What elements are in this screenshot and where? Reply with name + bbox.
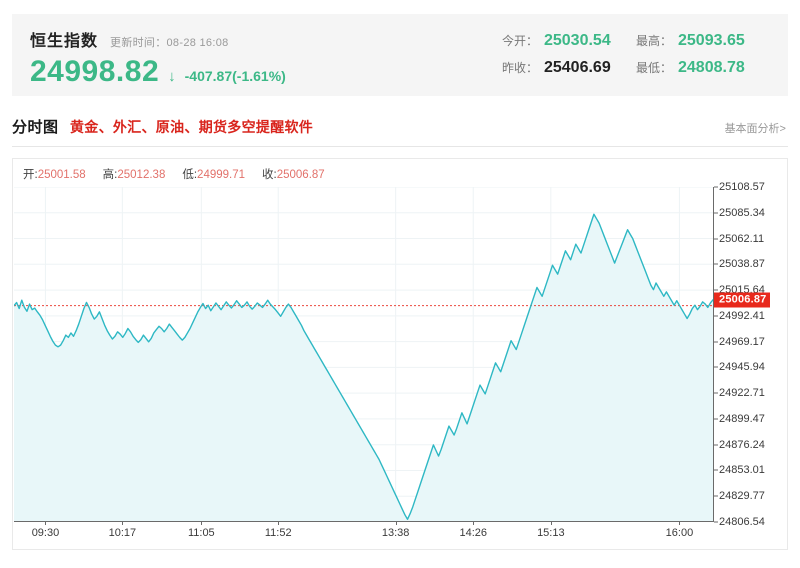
- promo-banner-link[interactable]: 黄金、外汇、原油、期货多空提醒软件: [70, 119, 314, 135]
- y-axis-tick: [714, 315, 718, 317]
- low-value: 24808.78: [678, 59, 745, 76]
- x-axis-line: [14, 521, 714, 522]
- x-axis-tick: [679, 521, 681, 525]
- x-axis-label: 13:38: [381, 527, 410, 539]
- current-price-badge: 25006.87: [714, 292, 771, 308]
- index-name: 恒生指数: [30, 33, 99, 50]
- y-axis-label: 24922.71: [719, 387, 765, 400]
- y-axis-tick: [714, 238, 718, 240]
- open-value: 25030.54: [543, 32, 611, 49]
- y-axis-label: 24945.94: [719, 361, 765, 374]
- quote-stats: 今开： 25030.54 最高： 25093.65 昨收： 25406.69 最…: [502, 32, 764, 86]
- y-axis-tick: [714, 444, 718, 446]
- x-axis-labels: 09:30 10:17 11:05 11:52 13:38 14:26 15:13 16:00: [13, 521, 715, 547]
- y-axis-tick: [714, 289, 718, 291]
- x-axis-label: 11:05: [187, 527, 215, 539]
- y-axis-label: 24969.17: [719, 335, 765, 348]
- y-axis-tick: [714, 366, 718, 368]
- fundamental-analysis-link[interactable]: 基本面分析>: [724, 123, 786, 135]
- y-axis-label: 25038.87: [719, 258, 765, 271]
- x-axis-label: 14:26: [459, 527, 487, 539]
- update-time: 更新时间：08-28 16:08: [110, 37, 229, 49]
- y-axis-label: 24806.54: [719, 516, 765, 528]
- price-change: -407.87(-1.61%): [184, 68, 286, 84]
- prevclose-value: 25406.69: [543, 59, 611, 76]
- y-axis-tick: [714, 263, 718, 265]
- stats-row-bottom: 昨收： 25406.69 最低： 24808.78: [502, 59, 764, 77]
- y-axis-label: 25108.57: [719, 181, 765, 193]
- ohlc-high: 高:25012.38: [102, 169, 166, 181]
- x-axis-tick: [395, 521, 397, 525]
- y-axis-label: 24829.77: [719, 490, 765, 503]
- stats-row-top: 今开： 25030.54 最高： 25093.65: [502, 32, 764, 50]
- y-axis-label: 25062.11: [719, 232, 765, 245]
- x-axis-tick: [473, 521, 475, 525]
- ohlc-close: 收:25006.87: [262, 169, 325, 181]
- y-axis-label: 25085.34: [719, 206, 765, 219]
- plot-area[interactable]: [14, 187, 713, 522]
- open-label: 今开：: [501, 34, 538, 48]
- y-axis-tick: [714, 469, 718, 471]
- low-label: 最低：: [635, 61, 672, 75]
- y-axis-tick: [714, 521, 718, 523]
- y-axis-tick: [714, 341, 718, 343]
- price-row: 24998.82 ↓ -407.87(-1.61%): [30, 55, 286, 88]
- x-axis-label: 10:17: [108, 527, 137, 539]
- x-axis-label: 15:13: [537, 527, 565, 539]
- y-axis-label: 24992.41: [719, 309, 765, 322]
- last-price: 24998.82: [30, 55, 160, 88]
- y-axis-label: 24853.01: [719, 464, 765, 477]
- x-axis-label: 16:00: [665, 527, 694, 539]
- intraday-chart-card: 开:25001.58 高:25012.38 低:24999.71 收:25006…: [12, 158, 788, 550]
- prevclose-label: 昨收：: [501, 61, 538, 75]
- y-axis-tick: [714, 186, 718, 188]
- ohlc-readout: 开:25001.58 高:25012.38 低:24999.71 收:25006…: [23, 166, 325, 182]
- x-axis-tick: [122, 521, 124, 525]
- quote-header-panel: 恒生指数 更新时间：08-28 16:08 24998.82 ↓ -407.87…: [12, 14, 788, 96]
- x-axis-label: 11:52: [264, 527, 292, 539]
- x-axis-tick: [550, 521, 552, 525]
- index-name-row: 恒生指数 更新时间：08-28 16:08: [30, 27, 286, 51]
- high-label: 最高：: [635, 34, 672, 48]
- high-value: 25093.65: [678, 32, 745, 49]
- y-axis-line: [713, 187, 714, 522]
- tab-intraday[interactable]: 分时图: [12, 119, 59, 136]
- y-axis-labels: 25108.57 25085.34 25062.11 25038.87 25015.64…: [714, 181, 787, 528]
- y-axis-tick: [714, 392, 718, 394]
- x-axis-label: 09:30: [31, 527, 60, 539]
- intraday-line-chart: [14, 187, 713, 522]
- ohlc-low: 低:24999.71: [182, 169, 246, 181]
- arrow-down-icon: ↓: [168, 68, 176, 85]
- ohlc-open: 开:25001.58: [23, 169, 86, 181]
- y-axis-tick: [714, 212, 718, 214]
- y-axis-tick: [714, 495, 718, 497]
- y-axis-label: 24899.47: [719, 412, 765, 425]
- y-axis-tick: [714, 418, 718, 420]
- x-axis-tick: [278, 521, 280, 525]
- chart-tabbar: 分时图 黄金、外汇、原油、期货多空提醒软件 基本面分析>: [12, 113, 788, 147]
- x-axis-tick: [45, 521, 47, 525]
- quote-primary-info: 恒生指数 更新时间：08-28 16:08 24998.82 ↓ -407.87…: [30, 27, 286, 88]
- y-axis-label: 24876.24: [719, 438, 765, 451]
- x-axis-tick: [201, 521, 203, 525]
